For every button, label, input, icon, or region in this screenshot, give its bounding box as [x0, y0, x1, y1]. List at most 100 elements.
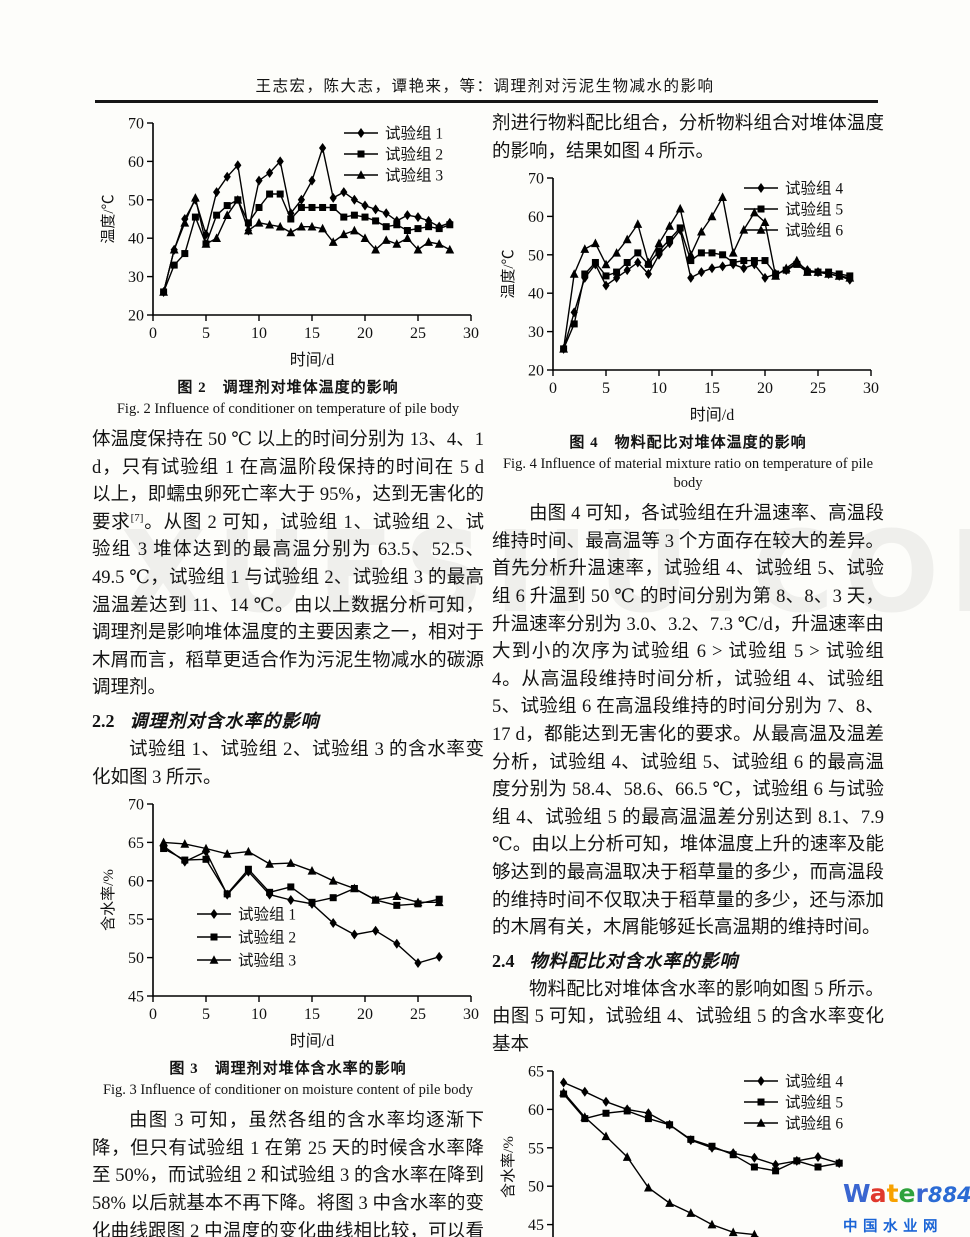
figure4-caption-zh: 图 4 物料配比对堆体温度的影响 — [569, 435, 807, 452]
logo-suffix: 8848 — [927, 1183, 970, 1207]
x-axis-label: 时间/d — [290, 1032, 334, 1050]
y-tick-label: 50 — [528, 247, 544, 264]
x-tick-label: 5 — [202, 1006, 210, 1023]
logo-letter: r — [915, 1179, 928, 1208]
figure2-caption-zh: 图 2 调理剂对堆体温度的影响 — [177, 380, 399, 396]
logo-letter: a — [869, 1179, 887, 1208]
section-number: 2.4 — [492, 950, 515, 971]
logo-wordmark: Water8848.com — [843, 1181, 970, 1213]
legend: 试验组 4 试验组 5 试验组 6 — [744, 1073, 843, 1133]
x-tick-label: 20 — [757, 380, 773, 397]
x-tick-label: 0 — [149, 325, 157, 342]
legend-label: 试验组 6 — [785, 1115, 843, 1133]
series-试验组 2 — [160, 190, 454, 296]
axes: 404550556065051015202530含水率/%时间/d — [500, 1064, 554, 1237]
y-tick-label: 30 — [128, 269, 144, 286]
paragraph-text: 。从图 2 可知，试验组 1、试验组 2、试验组 3 堆体达到的最高温分别为 6… — [92, 512, 484, 699]
axes: 20 30 40 50 60 70 0 5 10 15 20 25 30 温度/℃ 时间/d — [500, 171, 879, 425]
x-tick-label: 30 — [463, 1006, 479, 1023]
legend-label: 试验组 1 — [385, 125, 443, 143]
section-title: 调理剂对含水率的影响 — [129, 710, 320, 731]
x-tick-label: 25 — [810, 380, 826, 397]
x-axis-label: 时间/d — [690, 406, 734, 424]
y-tick-label: 20 — [528, 363, 544, 380]
legend: 试验组 1 试验组 2 试验组 3 — [344, 125, 443, 185]
watermark-text: XUESHU.COM — [120, 508, 970, 638]
y-tick-label: 60 — [128, 873, 144, 890]
header-rule — [95, 100, 878, 103]
x-tick-label: 5 — [602, 380, 610, 397]
logo-letter: t — [886, 1179, 899, 1208]
reference-marker: [7] — [130, 511, 144, 524]
x-tick-label: 20 — [357, 325, 373, 342]
y-tick-label: 50 — [128, 950, 144, 967]
x-tick-label: 25 — [410, 325, 426, 342]
legend-label: 试验组 2 — [238, 929, 296, 947]
legend-label: 试验组 5 — [785, 1094, 843, 1112]
y-tick-label: 65 — [528, 1064, 544, 1081]
series-试验组 4 — [560, 225, 854, 355]
legend-label: 试验组 1 — [238, 906, 296, 924]
water8848-logo: Water8848.com 中国水业网 — [843, 1181, 970, 1236]
legend: 试验组 1 试验组 2 试验组 3 — [197, 906, 296, 970]
logo-letter: W — [843, 1179, 870, 1208]
y-tick-label: 55 — [528, 1141, 544, 1158]
series-试验组 3 — [159, 193, 455, 296]
y-tick-label: 20 — [128, 308, 144, 325]
legend-label: 试验组 2 — [385, 146, 443, 164]
y-axis-label: 含水率/% — [500, 1137, 517, 1199]
y-axis-label: 温度/℃ — [500, 250, 517, 299]
paragraph-fig3-intro: 试验组 1、试验组 2、试验组 3 的含水率变化如图 3 所示。 — [92, 739, 484, 788]
y-tick-label: 50 — [528, 1179, 544, 1196]
paragraph-moisture-analysis: 由图 3 可知，虽然各组的含水率均逐渐下降，但只有试验组 1 在第 25 天的时… — [92, 1111, 484, 1237]
paragraph-mix-continued: 剂进行物料配比组合，分析物料组合对堆体温度的影响，结果如图 4 所示。 — [492, 114, 884, 162]
x-tick-label: 0 — [549, 380, 557, 397]
y-tick-label: 30 — [528, 324, 544, 341]
x-tick-label: 15 — [304, 1006, 320, 1023]
legend-label: 试验组 4 — [785, 180, 843, 198]
paragraph-fig5-intro: 物料配比对堆体含水率的影响如图 5 所示。由图 5 可知，试验组 4、试验组 5… — [492, 979, 884, 1055]
x-tick-label: 10 — [251, 1006, 267, 1023]
series-试验组 3 — [159, 837, 444, 907]
y-tick-label: 70 — [128, 116, 144, 133]
section-number: 2.2 — [92, 710, 115, 731]
x-tick-label: 30 — [463, 325, 479, 342]
y-tick-label: 40 — [528, 286, 544, 303]
y-tick-label: 70 — [528, 171, 544, 188]
paragraph-fig4-analysis: 由图 4 可知，各试验组在升温速率、高温段维持时间、最高温等 3 个方面存在较大… — [492, 504, 884, 939]
x-tick-label: 10 — [651, 380, 667, 397]
y-axis-label: 含水率/% — [100, 869, 117, 931]
y-tick-label: 40 — [128, 231, 144, 248]
legend-label: 试验组 6 — [785, 222, 843, 240]
x-tick-label: 15 — [304, 325, 320, 342]
y-tick-label: 65 — [128, 835, 144, 852]
left-column: 20 30 40 50 60 70 0 5 10 15 20 25 30 温度/℃ 时间/d 试验组 1 试验组… — [92, 111, 484, 1237]
x-tick-label: 25 — [410, 1006, 426, 1023]
y-tick-label: 60 — [528, 1102, 544, 1119]
x-tick-label: 15 — [704, 380, 720, 397]
section-title: 物料配比对含水率的影响 — [529, 950, 739, 971]
logo-word: Water — [843, 1179, 928, 1208]
section-heading-2-4: 2.4 物料配比对含水率的影响 — [492, 948, 884, 974]
figure4-caption-en: Fig. 4 Influence of material mixture rat… — [502, 456, 874, 492]
legend: 试验组 4 试验组 5 试验组 6 — [744, 180, 843, 240]
legend-label: 试验组 3 — [385, 167, 443, 185]
axes: 45 50 55 60 65 70 0 5 10 15 20 25 30 含水率/% 时间/d — [100, 797, 479, 1051]
figure-3: 45 50 55 60 65 70 0 5 10 15 20 25 30 含水率/% 时间/d 试验组 1 试验… — [92, 796, 484, 1100]
figure3-caption-zh: 图 3 调理剂对堆体含水率的影响 — [169, 1061, 407, 1078]
figure2-caption-en: Fig. 2 Influence of conditioner on tempe… — [116, 401, 460, 417]
x-axis-label: 时间/d — [290, 351, 334, 369]
right-column: 剂进行物料配比组合，分析物料组合对堆体温度的影响，结果如图 4 所示。 20 30… — [492, 111, 884, 1237]
x-tick-label: 20 — [357, 1006, 373, 1023]
legend-label: 试验组 4 — [785, 1073, 843, 1091]
x-tick-label: 10 — [251, 325, 267, 342]
figure-2: 20 30 40 50 60 70 0 5 10 15 20 25 30 温度/℃ 时间/d 试验组 1 试验组… — [92, 115, 484, 419]
y-axis-label: 温度/℃ — [100, 194, 117, 243]
figure3-caption-en: Fig. 3 Influence of conditioner on moist… — [102, 1082, 474, 1099]
